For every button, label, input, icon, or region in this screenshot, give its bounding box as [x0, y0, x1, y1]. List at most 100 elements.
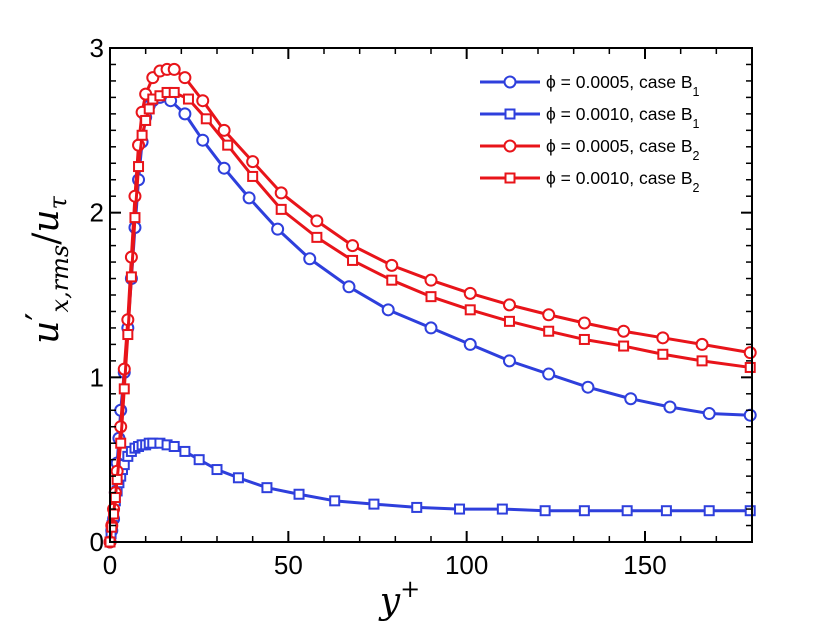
data-point: [125, 271, 137, 283]
data-point: [168, 86, 180, 98]
data-point: [703, 505, 715, 517]
data-point: [232, 472, 244, 484]
data-point: [275, 203, 287, 215]
data-point: [744, 505, 756, 517]
data-point: [463, 286, 477, 300]
y-axis-label-slash: /: [26, 232, 67, 245]
series-1: [103, 90, 757, 549]
data-point: [502, 354, 516, 368]
data-point: [182, 93, 194, 105]
data-point: [329, 495, 341, 507]
data-point: [543, 325, 555, 337]
legend-marker: [504, 172, 516, 184]
data-point: [696, 355, 708, 367]
data-point: [621, 505, 633, 517]
data-point: [293, 488, 305, 500]
y-axis-label-base2: u: [26, 209, 67, 232]
data-point: [217, 161, 231, 175]
data-point: [271, 222, 285, 236]
data-point: [168, 440, 180, 452]
x-axis-label: y+: [378, 575, 420, 622]
data-point: [617, 324, 631, 338]
data-point: [618, 340, 630, 352]
y-tick-label: 1: [90, 362, 104, 392]
data-point: [744, 361, 756, 373]
data-point: [502, 298, 516, 312]
data-point: [143, 103, 155, 115]
data-point: [463, 337, 477, 351]
data-point: [311, 231, 323, 243]
legend-label: ϕ = 0.0010, case B2: [546, 168, 700, 195]
data-point: [542, 308, 556, 322]
data-point: [303, 252, 317, 266]
data-point: [133, 161, 145, 173]
data-point: [109, 492, 121, 504]
data-point: [217, 123, 231, 137]
data-point: [656, 331, 670, 345]
series-line: [108, 90, 751, 543]
data-point: [242, 191, 256, 205]
data-point: [657, 348, 669, 360]
data-point: [140, 114, 152, 126]
data-point: [196, 94, 210, 108]
y-tick-label: 0: [90, 527, 104, 557]
data-point: [454, 503, 466, 515]
legend-entry: ϕ = 0.0005, case B2: [480, 136, 700, 163]
data-point: [178, 71, 192, 85]
legend-marker: [504, 108, 516, 120]
data-point: [702, 407, 716, 421]
data-point: [660, 505, 672, 517]
data-point: [111, 473, 123, 485]
data-point: [425, 291, 437, 303]
data-point: [347, 254, 359, 266]
data-point: [663, 400, 677, 414]
legend-entry: ϕ = 0.0005, case B1: [480, 72, 700, 99]
data-point: [386, 274, 398, 286]
data-point: [122, 329, 134, 341]
x-axis-label-base: y: [378, 581, 401, 622]
legend-label-subscript: 1: [693, 117, 700, 131]
data-point: [211, 464, 223, 476]
data-point: [503, 315, 515, 327]
data-point: [496, 503, 508, 515]
y-tick-label: 2: [90, 198, 104, 228]
legend-marker: [503, 75, 517, 89]
x-tick-label: 150: [623, 550, 666, 580]
data-point: [411, 501, 423, 513]
data-point: [695, 337, 709, 351]
data-point: [385, 258, 399, 272]
legend-label: ϕ = 0.0010, case B1: [546, 104, 700, 131]
legend-label-subscript: 1: [693, 85, 700, 99]
data-point: [464, 304, 476, 316]
x-tick-label: 50: [274, 550, 303, 580]
data-point: [136, 129, 148, 141]
data-point: [274, 186, 288, 200]
y-tick-label: 3: [90, 33, 104, 63]
data-point: [624, 392, 638, 406]
data-point: [196, 133, 210, 147]
data-point: [577, 316, 591, 330]
data-point: [247, 170, 259, 182]
legend-label-subscript: 2: [693, 181, 700, 195]
data-point: [539, 505, 551, 517]
data-point: [200, 113, 212, 125]
series-2: [104, 437, 756, 548]
data-point: [743, 408, 757, 422]
data-point: [261, 482, 273, 494]
x-tick-label: 100: [445, 550, 488, 580]
data-point: [129, 212, 141, 224]
data-point: [342, 280, 356, 294]
legend-label: ϕ = 0.0005, case B1: [546, 72, 700, 99]
series-line: [108, 95, 751, 543]
data-point: [578, 333, 590, 345]
data-point: [106, 521, 118, 533]
data-point: [381, 303, 395, 317]
data-point: [115, 437, 127, 449]
data-point: [578, 505, 590, 517]
y-axis-label-base: u: [26, 321, 67, 344]
data-point: [542, 367, 556, 381]
series-line: [108, 441, 751, 543]
data-point: [424, 321, 438, 335]
y-axis-label-subscript: x,rms: [46, 245, 74, 313]
data-point: [246, 155, 260, 169]
